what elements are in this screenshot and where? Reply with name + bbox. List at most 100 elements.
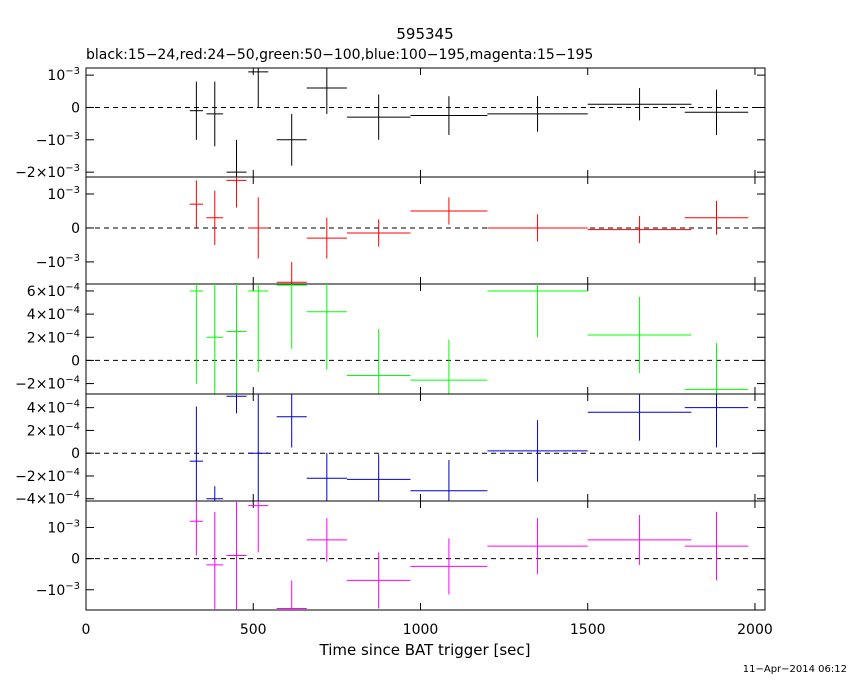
y-tick-label: 0	[71, 221, 80, 237]
y-tick-label: −10−3	[36, 253, 80, 271]
data-point	[276, 261, 307, 284]
data-point	[684, 343, 749, 394]
data-point	[248, 501, 269, 553]
data-point	[410, 96, 488, 135]
data-point	[587, 216, 692, 244]
y-tick-label: −2×10−4	[15, 467, 80, 485]
panel-frame	[85, 283, 766, 395]
data-point	[346, 94, 411, 140]
y-tick-label: 0	[71, 446, 80, 462]
data-point	[487, 420, 588, 482]
data-point	[206, 81, 224, 147]
data-point	[226, 139, 247, 177]
data-point	[410, 339, 488, 394]
data-point	[346, 454, 411, 501]
panel-2: 10−3 0 −10−3	[36, 176, 766, 285]
data-point	[684, 200, 749, 235]
data-point	[306, 68, 347, 114]
data-point	[189, 284, 204, 384]
data-point	[276, 284, 307, 349]
panel-frame	[85, 176, 766, 285]
y-tick-label: −4×10−4	[15, 490, 80, 508]
x-tick-label: 2000	[737, 622, 773, 638]
panel-frame	[85, 393, 766, 502]
data-points	[189, 68, 749, 177]
y-tick-label: 10−3	[47, 66, 80, 84]
x-tick-label: 500	[240, 622, 267, 638]
data-point	[587, 296, 692, 374]
data-point	[248, 197, 269, 259]
data-point	[189, 406, 204, 501]
data-point	[487, 214, 588, 242]
data-point	[248, 284, 269, 372]
data-point	[189, 501, 204, 556]
x-axis-label: Time since BAT trigger [sec]	[319, 641, 531, 659]
panel-3: 6×10−4 4×10−4 2×10−4 0 −2×10−4	[15, 282, 766, 395]
data-point	[189, 180, 204, 228]
data-point	[684, 511, 749, 581]
panel-4: 4×10−4 2×10−4 0 −2×10−4 −4×10−4	[15, 393, 766, 508]
x-tick-label: 0	[82, 622, 91, 638]
data-point	[189, 81, 204, 140]
data-point	[226, 177, 247, 208]
data-point	[410, 460, 488, 501]
chart-subtitle: black:15−24,red:24−50,green:50−100,blue:…	[86, 47, 593, 63]
data-point	[306, 284, 347, 370]
panel-frame	[85, 500, 766, 611]
data-points	[189, 394, 749, 501]
data-point	[487, 518, 588, 575]
data-point	[206, 511, 224, 610]
y-tick-label: 0	[71, 100, 80, 116]
data-points	[189, 177, 749, 284]
y-tick-label: −10−3	[36, 581, 80, 599]
panel-frame	[85, 67, 766, 178]
data-point	[587, 88, 692, 121]
data-point	[276, 394, 307, 448]
data-point	[487, 96, 588, 132]
y-tick-label: 2×10−4	[27, 421, 80, 439]
panel-5: 10−3 0 −10−3	[36, 500, 766, 611]
data-point	[306, 518, 347, 562]
x-tick-label: 1000	[403, 622, 439, 638]
footer-timestamp: 11−Apr−2014 06:12	[743, 664, 847, 675]
x-tick-label: 1500	[570, 622, 606, 638]
y-tick-label: −10−3	[36, 131, 80, 149]
panels-group: 10−3 0 −10−3 −2×10−3 10−3 0 −10−3 6×10−4 4×10−4 2…	[15, 66, 766, 611]
data-point	[226, 284, 247, 394]
data-point	[206, 486, 224, 501]
data-point	[248, 394, 269, 501]
data-point	[276, 580, 307, 610]
x-axis: 0 500 1000 1500 2000	[82, 622, 773, 638]
data-point	[684, 89, 749, 135]
data-point	[587, 394, 692, 441]
y-tick-label: 2×10−4	[27, 328, 80, 346]
y-tick-label: 0	[71, 353, 80, 369]
data-point	[306, 453, 347, 501]
y-tick-label: 0	[71, 552, 80, 568]
y-tick-label: −2×10−4	[15, 375, 80, 393]
data-point	[206, 190, 224, 245]
data-point	[410, 197, 488, 225]
data-point	[487, 284, 588, 338]
data-point	[346, 552, 411, 609]
y-tick-label: 10−3	[47, 185, 80, 203]
data-point	[410, 538, 488, 595]
data-point	[346, 329, 411, 394]
data-point	[306, 217, 347, 259]
data-point	[276, 113, 307, 166]
data-point	[226, 394, 247, 414]
data-point	[587, 515, 692, 565]
y-tick-label: 4×10−4	[27, 399, 80, 417]
data-point	[346, 219, 411, 247]
data-point	[684, 394, 749, 448]
y-tick-label: 4×10−4	[27, 305, 80, 323]
data-point	[248, 68, 269, 108]
data-point	[206, 284, 224, 394]
y-tick-label: −2×10−3	[15, 163, 80, 181]
data-points	[189, 284, 749, 394]
data-points	[189, 501, 749, 610]
y-tick-label: 6×10−4	[27, 282, 80, 300]
data-point	[226, 501, 247, 610]
y-tick-label: 10−3	[47, 518, 80, 536]
